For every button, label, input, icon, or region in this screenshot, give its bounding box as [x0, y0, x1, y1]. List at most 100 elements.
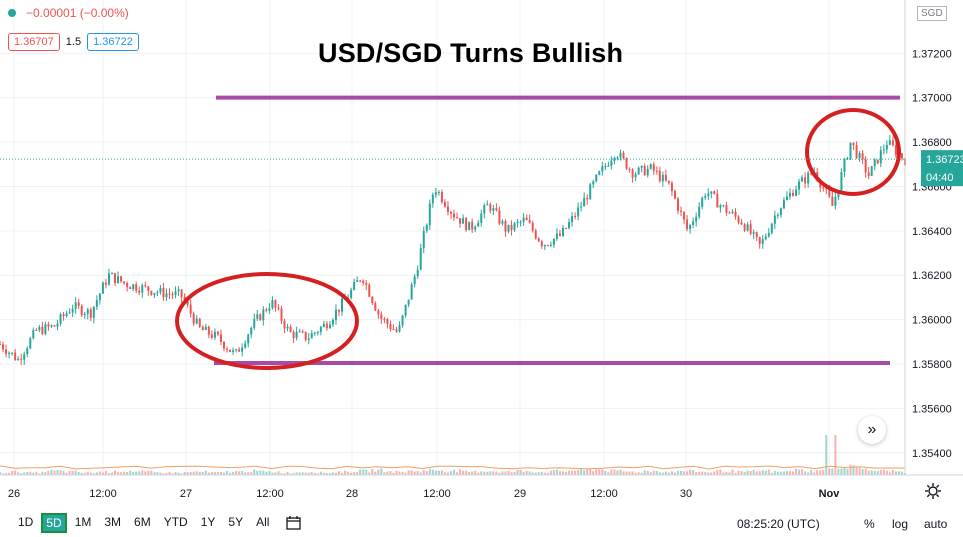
volume-bar: [840, 468, 843, 475]
candle-body: [353, 281, 356, 290]
volume-bar: [129, 470, 132, 475]
candle-body: [619, 152, 622, 158]
volume-bar: [592, 471, 595, 475]
volume-bar: [758, 471, 761, 475]
candle-body: [95, 300, 98, 307]
volume-bar: [95, 472, 98, 475]
candle-body: [658, 170, 661, 182]
volume-bar: [150, 470, 153, 475]
candle-body: [56, 323, 59, 327]
range-button-1y[interactable]: 1Y: [200, 515, 216, 529]
ask-price[interactable]: 1.36722: [87, 33, 139, 51]
candle-body: [610, 160, 613, 166]
candle-body: [341, 298, 344, 312]
candle-body: [664, 174, 667, 181]
candle-body: [256, 314, 259, 319]
volume-bar: [92, 473, 95, 475]
volume-bar: [322, 472, 325, 475]
candle-body: [174, 291, 177, 296]
candle-body: [83, 314, 86, 316]
candle-body: [858, 153, 861, 158]
range-button-3m[interactable]: 3M: [104, 515, 122, 529]
auto-toggle[interactable]: auto: [924, 517, 948, 531]
candle-body: [383, 318, 386, 320]
range-button-6m[interactable]: 6M: [134, 515, 151, 529]
volume-bar: [232, 472, 235, 475]
spread-value: 1.5: [65, 36, 82, 48]
volume-bar: [253, 469, 256, 475]
volume-bar: [386, 471, 389, 475]
volume-bar: [337, 471, 340, 475]
volume-bar: [307, 472, 310, 475]
clock-display[interactable]: 08:25:20 (UTC): [737, 517, 820, 531]
candle-body: [65, 313, 68, 317]
volume-bar: [749, 470, 752, 475]
candle-body: [628, 168, 631, 170]
candle-body: [752, 232, 755, 234]
range-button-5y[interactable]: 5Y: [228, 515, 244, 529]
candle-body: [120, 276, 123, 282]
candle-body: [437, 192, 440, 194]
volume-bar: [870, 470, 873, 475]
bid-price[interactable]: 1.36707: [8, 33, 60, 51]
candle-body: [53, 325, 56, 327]
candle-body: [716, 193, 719, 208]
candle-body: [513, 223, 516, 231]
volume-bar: [331, 472, 334, 475]
scroll-to-realtime-button[interactable]: »: [858, 416, 886, 444]
volume-bar: [652, 470, 655, 475]
y-tick-label: 1.36200: [912, 270, 952, 282]
candle-body: [571, 215, 574, 223]
volume-bar: [365, 469, 368, 475]
gear-icon[interactable]: [924, 482, 942, 500]
percent-toggle[interactable]: %: [864, 517, 875, 531]
volume-bar: [247, 472, 250, 475]
calendar-goto-icon[interactable]: [286, 516, 302, 530]
y-tick-label: 1.36000: [912, 315, 952, 327]
candle-body: [528, 220, 531, 224]
candle-body: [525, 217, 528, 221]
range-button-all[interactable]: All: [256, 515, 270, 529]
candle-body: [192, 313, 195, 324]
candle-body: [244, 343, 247, 348]
range-button-5d[interactable]: 5D: [41, 513, 67, 533]
volume-bar: [782, 471, 785, 475]
candle-body: [701, 197, 704, 207]
range-button-1m[interactable]: 1M: [74, 515, 92, 529]
volume-bar: [32, 472, 35, 475]
log-toggle[interactable]: log: [892, 517, 909, 531]
candle-body: [23, 354, 26, 360]
range-buttons: 1D 5D 1M 3M 6M YTD 1Y 5Y All: [10, 513, 274, 533]
volume-bar: [622, 471, 625, 475]
volume-bar: [773, 470, 776, 475]
candle-body: [371, 296, 374, 304]
candle-body: [356, 280, 359, 282]
candle-body: [337, 309, 340, 312]
candle-body: [465, 218, 468, 231]
candle-body: [462, 218, 465, 224]
candle-body: [516, 221, 519, 224]
volume-bar: [216, 472, 219, 475]
volume-bar: [616, 470, 619, 475]
candle-body: [135, 284, 138, 291]
range-button-1d[interactable]: 1D: [18, 515, 34, 529]
volume-bar: [683, 471, 686, 475]
candle-body: [583, 197, 586, 207]
volume-bar: [241, 471, 244, 475]
candle-body: [274, 300, 277, 308]
volume-bar: [377, 469, 380, 475]
volume-bar: [704, 471, 707, 475]
volume-bar: [395, 470, 398, 475]
price-chart[interactable]: 1.372001.370001.368001.366001.364001.362…: [0, 0, 963, 510]
volume-bar: [813, 472, 816, 475]
price-candles[interactable]: [0, 134, 906, 366]
volume-bar: [465, 470, 468, 475]
range-button-ytd[interactable]: YTD: [163, 515, 188, 529]
volume-bar: [23, 472, 26, 475]
volume-bar: [801, 469, 804, 475]
candle-body: [413, 276, 416, 285]
market-status-icon: [8, 9, 16, 17]
volume-bar: [171, 473, 174, 475]
volume-bar: [456, 472, 459, 475]
volume-bar: [350, 472, 353, 475]
